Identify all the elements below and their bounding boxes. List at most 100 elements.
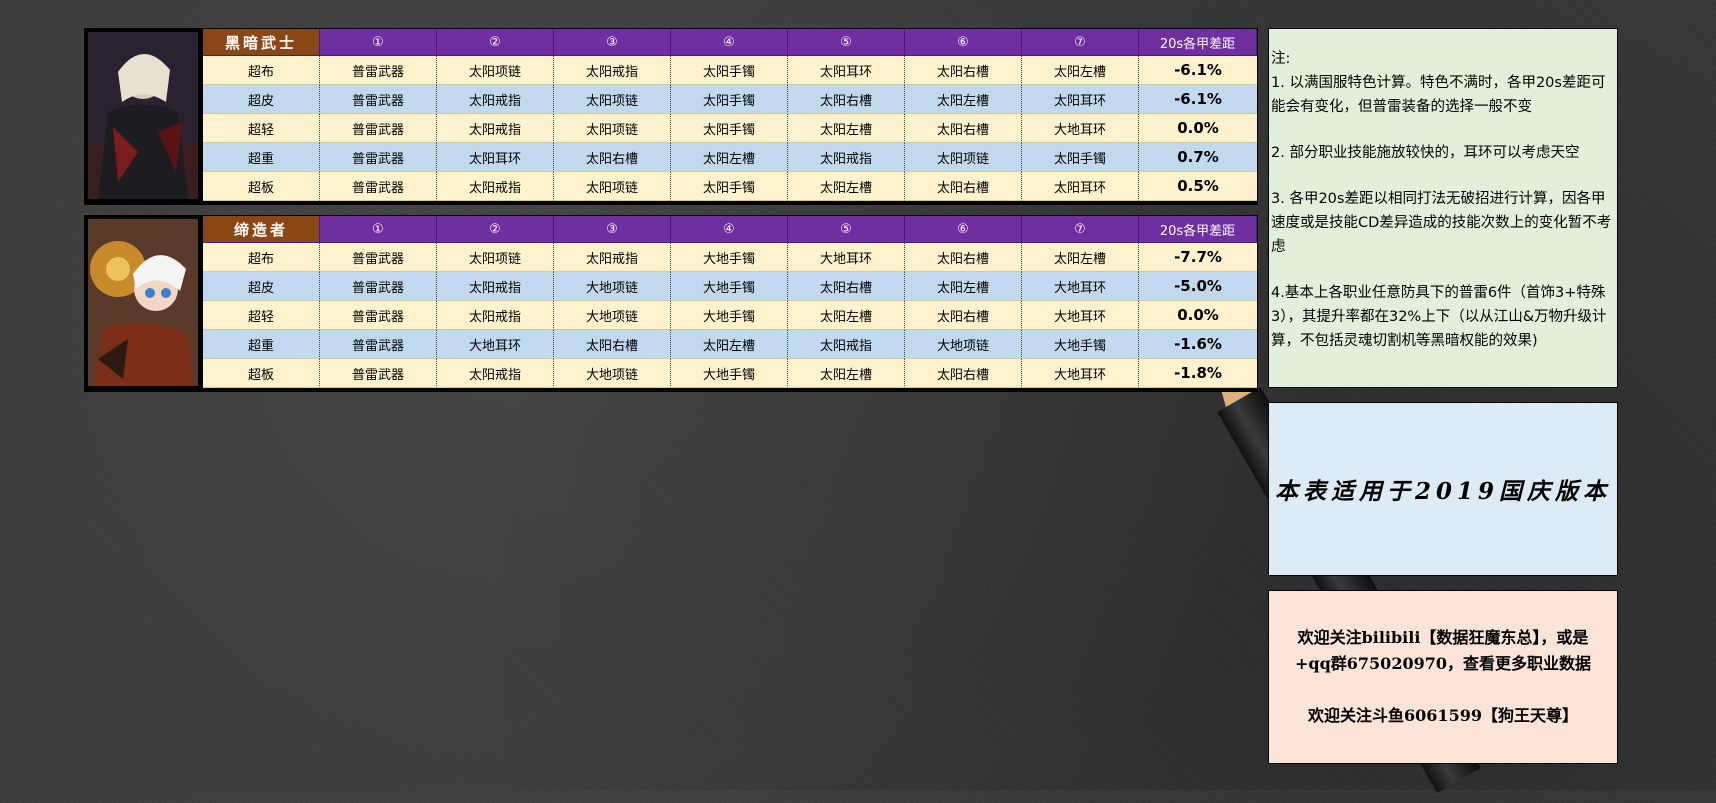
- version-banner: 本表适用于2019国庆版本: [1268, 402, 1618, 576]
- gear-cell: 太阳右槽: [905, 114, 1022, 143]
- gear-cell: 太阳戒指: [788, 330, 905, 359]
- armor-type: 超轻: [203, 114, 320, 143]
- gear-cell: 太阳手镯: [671, 56, 788, 85]
- gear-cell: 大地耳环: [1022, 301, 1139, 330]
- armor-type: 超皮: [203, 85, 320, 114]
- gear-cell: 普雷武器: [320, 359, 437, 388]
- diff-value: -7.7%: [1139, 243, 1257, 272]
- column-header: ②: [437, 216, 554, 243]
- note-3: 3. 各甲20s差距以相同打法无破招进行计算，因各甲速度或是技能CD差异造成的技…: [1271, 191, 1612, 255]
- table-row: 超布 普雷武器 太阳项链 太阳戒指 太阳手镯 太阳耳环 太阳右槽 太阳左槽 -6…: [203, 56, 1257, 85]
- table-row: 超板 普雷武器 太阳戒指 太阳项链 太阳手镯 太阳左槽 太阳右槽 太阳耳环 0.…: [203, 172, 1257, 201]
- gear-cell: 普雷武器: [320, 56, 437, 85]
- gear-cell: 太阳戒指: [437, 114, 554, 143]
- gear-cell: 太阳耳环: [788, 56, 905, 85]
- gear-cell: 太阳戒指: [437, 85, 554, 114]
- armor-type: 超重: [203, 143, 320, 172]
- diff-value: 0.7%: [1139, 143, 1257, 172]
- column-header: ⑤: [788, 29, 905, 56]
- gear-cell: 太阳右槽: [554, 330, 671, 359]
- column-header: ①: [320, 216, 437, 243]
- gear-cell: 太阳手镯: [1022, 143, 1139, 172]
- gear-cell: 普雷武器: [320, 272, 437, 301]
- table-row: 超重 普雷武器 太阳耳环 太阳右槽 太阳左槽 太阳戒指 太阳项链 太阳手镯 0.…: [203, 143, 1257, 172]
- armor-type: 超轻: [203, 301, 320, 330]
- gear-cell: 太阳左槽: [671, 143, 788, 172]
- gear-cell: 太阳右槽: [788, 272, 905, 301]
- gear-cell: 普雷武器: [320, 172, 437, 201]
- gear-cell: 太阳戒指: [554, 243, 671, 272]
- gear-cell: 太阳耳环: [1022, 85, 1139, 114]
- gear-cell: 太阳右槽: [554, 143, 671, 172]
- gear-cell: 太阳戒指: [788, 143, 905, 172]
- gear-cell: 太阳戒指: [437, 359, 554, 388]
- diff-value: 0.0%: [1139, 301, 1257, 330]
- follow-line-bilibili: 欢迎关注bilibili【数据狂魔东总】，或是: [1297, 628, 1589, 647]
- armor-type: 超重: [203, 330, 320, 359]
- column-header: ⑦: [1022, 216, 1139, 243]
- gear-cell: 太阳手镯: [671, 85, 788, 114]
- diff-value: -6.1%: [1139, 56, 1257, 85]
- column-header: ⑤: [788, 216, 905, 243]
- table-row: 超轻 普雷武器 太阳戒指 大地项链 大地手镯 太阳左槽 太阳右槽 大地耳环 0.…: [203, 301, 1257, 330]
- gear-cell: 大地手镯: [671, 359, 788, 388]
- gear-cell: 普雷武器: [320, 243, 437, 272]
- gear-cell: 太阳左槽: [788, 359, 905, 388]
- armor-type: 超板: [203, 359, 320, 388]
- gear-cell: 太阳右槽: [905, 359, 1022, 388]
- diff-value: -6.1%: [1139, 85, 1257, 114]
- column-header-diff: 20s各甲差距: [1139, 29, 1257, 56]
- gear-cell: 太阳左槽: [1022, 243, 1139, 272]
- gear-cell: 大地手镯: [671, 243, 788, 272]
- gear-cell: 大地项链: [554, 359, 671, 388]
- table-row: 超板 普雷武器 太阳戒指 大地项链 大地手镯 太阳左槽 太阳右槽 大地耳环 -1…: [203, 359, 1257, 388]
- gear-cell: 太阳手镯: [671, 114, 788, 143]
- column-header: ③: [554, 216, 671, 243]
- table-row: 超皮 普雷武器 太阳戒指 太阳项链 太阳手镯 太阳右槽 太阳左槽 太阳耳环 -6…: [203, 85, 1257, 114]
- gear-cell: 太阳左槽: [671, 330, 788, 359]
- column-header: ⑥: [905, 216, 1022, 243]
- gear-cell: 大地项链: [554, 301, 671, 330]
- gear-cell: 大地耳环: [437, 330, 554, 359]
- column-header: ②: [437, 29, 554, 56]
- column-header: ③: [554, 29, 671, 56]
- gear-cell: 太阳项链: [554, 114, 671, 143]
- gear-cell: 太阳右槽: [905, 172, 1022, 201]
- notes-title: 注:: [1271, 51, 1291, 67]
- gear-cell: 大地手镯: [1022, 330, 1139, 359]
- gear-cell: 太阳戒指: [554, 56, 671, 85]
- note-4: 4.基本上各职业任意防具下的普雷6件（首饰3+特殊3），其提升率都在32%上下（…: [1271, 285, 1607, 349]
- gear-cell: 大地耳环: [1022, 272, 1139, 301]
- gear-cell: 普雷武器: [320, 85, 437, 114]
- armor-type: 超布: [203, 243, 320, 272]
- gear-cell: 太阳左槽: [905, 272, 1022, 301]
- diff-value: 0.0%: [1139, 114, 1257, 143]
- gear-cell: 大地手镯: [671, 272, 788, 301]
- diff-value: -5.0%: [1139, 272, 1257, 301]
- class-name-label: 黑暗武士: [203, 29, 320, 56]
- gear-cell: 大地手镯: [671, 301, 788, 330]
- gear-cell: 普雷武器: [320, 330, 437, 359]
- column-header-diff: 20s各甲差距: [1139, 216, 1257, 243]
- follow-panel: 欢迎关注bilibili【数据狂魔东总】，或是 +qq群675020970，查看…: [1268, 590, 1618, 764]
- gear-cell: 太阳右槽: [905, 301, 1022, 330]
- armor-type: 超皮: [203, 272, 320, 301]
- notes-panel: 注: 1. 以满国服特色计算。特色不满时，各甲20s差距可能会有变化，但普雷装备…: [1268, 28, 1618, 388]
- class-table-creator: 缔造者 ① ② ③ ④ ⑤ ⑥ ⑦ 20s各甲差距 超布 普雷武器 太阳项链 太…: [84, 215, 1258, 392]
- class-avatar-dark-knight: [88, 32, 198, 199]
- diff-value: 0.5%: [1139, 172, 1257, 201]
- column-header: ④: [671, 29, 788, 56]
- column-header: ④: [671, 216, 788, 243]
- gear-cell: 普雷武器: [320, 301, 437, 330]
- class-table-dark-knight: 黑暗武士 ① ② ③ ④ ⑤ ⑥ ⑦ 20s各甲差距 超布 普雷武器 太阳项链 …: [84, 28, 1258, 205]
- table-row: 超皮 普雷武器 太阳戒指 大地项链 大地手镯 太阳右槽 太阳左槽 大地耳环 -5…: [203, 272, 1257, 301]
- gear-cell: 太阳项链: [554, 172, 671, 201]
- note-1: 1. 以满国服特色计算。特色不满时，各甲20s差距可能会有变化，但普雷装备的选择…: [1271, 75, 1606, 115]
- table-row: 超轻 普雷武器 太阳戒指 太阳项链 太阳手镯 太阳左槽 太阳右槽 大地耳环 0.…: [203, 114, 1257, 143]
- gear-cell: 大地耳环: [1022, 114, 1139, 143]
- gear-cell: 太阳右槽: [905, 56, 1022, 85]
- armor-type: 超板: [203, 172, 320, 201]
- gear-cell: 大地耳环: [1022, 359, 1139, 388]
- table-row: 超布 普雷武器 太阳项链 太阳戒指 大地手镯 大地耳环 太阳右槽 太阳左槽 -7…: [203, 243, 1257, 272]
- note-2: 2. 部分职业技能施放较快的，耳环可以考虑天空: [1271, 145, 1580, 161]
